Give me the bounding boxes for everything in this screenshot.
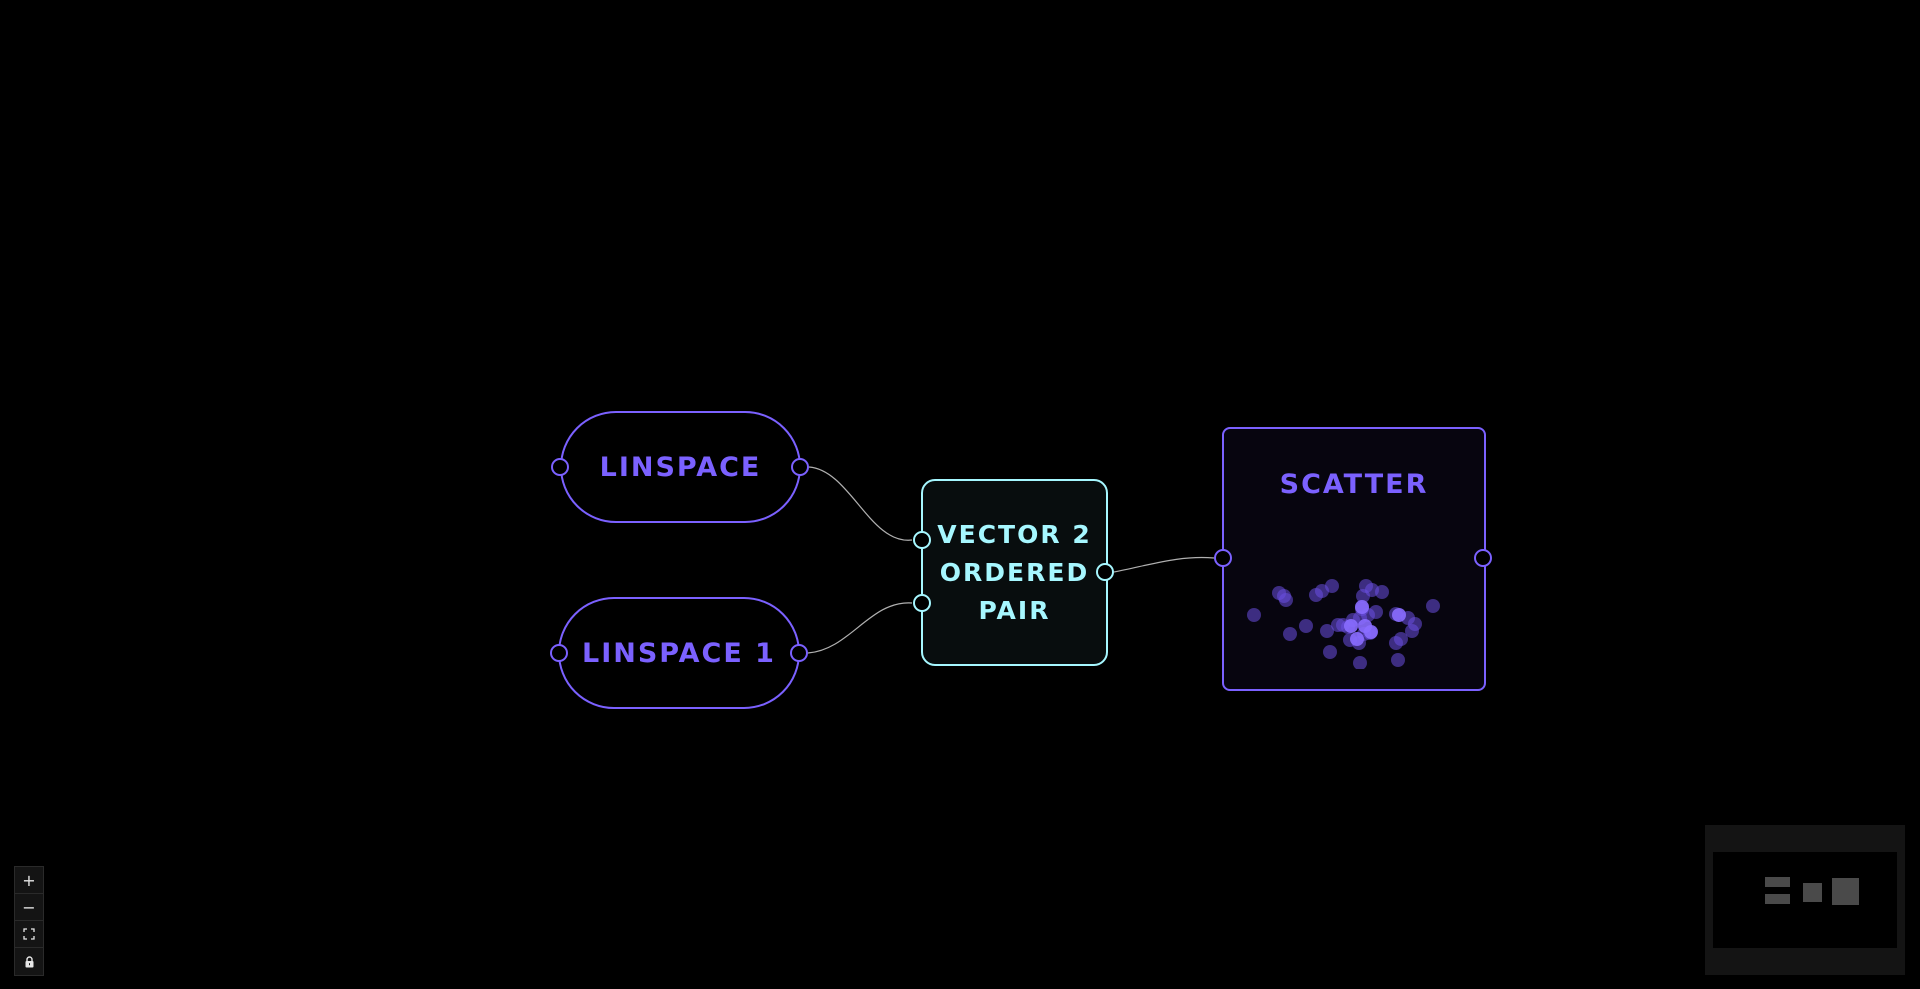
scatter-preview-dot [1426, 599, 1440, 613]
scatter-preview-dot [1375, 585, 1389, 599]
scatter-preview-dot [1247, 608, 1261, 622]
scatter-preview-dot [1299, 619, 1313, 633]
scatter-preview-dot [1344, 619, 1358, 633]
minimap[interactable] [1705, 825, 1905, 975]
node-linspace[interactable]: LINSPACE [560, 411, 801, 523]
scatter-preview-dot [1283, 627, 1297, 641]
minimap-node-linspace [1765, 877, 1790, 887]
node-linspace-1[interactable]: LINSPACE 1 [558, 597, 800, 709]
edge-vector2-to-scatter[interactable] [1113, 556, 1215, 573]
scatter-preview-dot [1392, 608, 1406, 622]
lock-icon [25, 955, 33, 967]
plus-icon: + [22, 870, 36, 890]
scatter-input-handle[interactable] [1214, 549, 1232, 567]
node-vector-2-ordered-pair[interactable]: VECTOR 2 ORDERED PAIR [921, 479, 1108, 666]
scatter-preview-plot [1247, 579, 1440, 669]
scatter-output-handle[interactable] [1474, 549, 1492, 567]
node-vector-line-2: ORDERED [939, 557, 1090, 587]
vector2-input-handle-1[interactable] [913, 531, 931, 549]
linspace-output-handle[interactable] [791, 458, 809, 476]
scatter-preview-dot [1355, 600, 1369, 614]
vector2-output-handle[interactable] [1096, 563, 1114, 581]
node-linspace-1-label: LINSPACE 1 [582, 637, 776, 669]
scatter-preview-dot [1389, 636, 1403, 650]
minimap-node-vector [1803, 883, 1822, 902]
scatter-preview-dot [1391, 653, 1405, 667]
flow-controls: + − [14, 866, 44, 976]
minimap-node-scatter [1832, 878, 1859, 905]
scatter-preview-dot [1279, 593, 1293, 607]
scatter-preview-dot [1320, 624, 1334, 638]
minimap-viewport [1713, 852, 1897, 948]
scatter-preview-dot [1353, 656, 1367, 669]
minus-icon: − [22, 897, 36, 917]
zoom-out-button[interactable]: − [15, 894, 43, 921]
node-scatter-label: SCATTER [1279, 469, 1429, 500]
fit-view-button[interactable] [15, 921, 43, 948]
node-linspace-label: LINSPACE [599, 451, 762, 483]
node-vector-line-1: VECTOR 2 [937, 519, 1092, 549]
scatter-preview-dot [1405, 624, 1419, 638]
lock-button[interactable] [15, 948, 43, 975]
linspace-input-handle[interactable] [551, 458, 569, 476]
zoom-in-button[interactable]: + [15, 867, 43, 894]
linspace-1-input-handle[interactable] [550, 644, 568, 662]
scatter-preview-dot [1323, 645, 1337, 659]
scatter-preview-dot [1350, 632, 1364, 646]
fit-view-icon [23, 928, 35, 940]
edge-linspace1-to-vector2[interactable] [807, 602, 913, 654]
edge-linspace-to-vector2[interactable] [808, 466, 913, 541]
minimap-node-linspace-1 [1765, 894, 1790, 904]
linspace-1-output-handle[interactable] [790, 644, 808, 662]
scatter-preview-dot [1325, 579, 1339, 593]
vector2-input-handle-2[interactable] [913, 594, 931, 612]
scatter-preview-dot [1358, 619, 1372, 633]
node-vector-line-3: PAIR [978, 595, 1051, 625]
scatter-preview-dot [1369, 605, 1383, 619]
node-scatter[interactable]: SCATTER [1222, 427, 1486, 691]
